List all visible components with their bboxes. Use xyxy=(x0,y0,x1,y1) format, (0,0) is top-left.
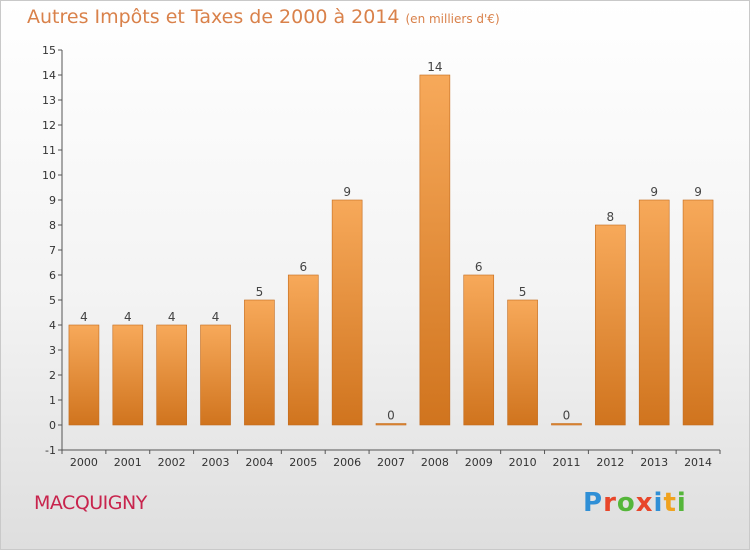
y-tick-label: 3 xyxy=(49,344,56,357)
y-tick-label: 1 xyxy=(49,394,56,407)
bar-2010[interactable] xyxy=(507,299,538,426)
logo-letter: t xyxy=(663,488,677,518)
y-tick-label: 13 xyxy=(42,94,56,107)
value-label-2004: 5 xyxy=(256,285,264,299)
y-tick-label: 15 xyxy=(42,44,56,57)
value-label-2006: 9 xyxy=(343,185,351,199)
x-tick-label: 2011 xyxy=(552,456,580,469)
x-tick-label: 2013 xyxy=(640,456,668,469)
logo-letter: x xyxy=(635,488,654,518)
value-label-2009: 6 xyxy=(475,260,483,274)
y-tick-label: 2 xyxy=(49,369,56,382)
x-tick-label: 2002 xyxy=(158,456,186,469)
bar-2008[interactable] xyxy=(419,74,451,426)
y-tick-label: 0 xyxy=(49,419,56,432)
y-tick-label: 9 xyxy=(49,194,56,207)
x-tick-label: 2014 xyxy=(684,456,712,469)
proxiti-logo[interactable]: Proxiti xyxy=(583,488,687,518)
bar-2009[interactable] xyxy=(463,274,495,426)
x-tick-label: 2009 xyxy=(465,456,493,469)
value-label-2002: 4 xyxy=(168,310,176,324)
place-name: MACQUIGNY xyxy=(34,492,147,514)
x-tick-label: 2006 xyxy=(333,456,361,469)
x-tick-label: 2001 xyxy=(114,456,142,469)
bar-2005[interactable] xyxy=(287,274,319,426)
value-label-2012: 8 xyxy=(607,210,615,224)
value-label-2007: 0 xyxy=(387,409,395,423)
bar-2006[interactable] xyxy=(331,199,363,426)
x-tick-label: 2010 xyxy=(509,456,537,469)
bar-2012[interactable] xyxy=(595,224,626,426)
logo-letter: i xyxy=(653,488,664,518)
bar-2011[interactable] xyxy=(551,423,582,426)
bar-2002[interactable] xyxy=(156,324,187,426)
x-tick-label: 2003 xyxy=(202,456,230,469)
bars xyxy=(68,74,714,426)
y-tick-label: 5 xyxy=(49,294,56,307)
value-label-2013: 9 xyxy=(650,185,658,199)
value-label-2011: 0 xyxy=(563,409,571,423)
value-label-2005: 6 xyxy=(299,260,307,274)
y-tick-label: 7 xyxy=(49,244,56,257)
x-tick-label: 2008 xyxy=(421,456,449,469)
x-tick-label: 2000 xyxy=(70,456,98,469)
bar-2004[interactable] xyxy=(244,299,275,426)
value-label-2008: 14 xyxy=(427,60,442,74)
chart-unit: (en milliers d'€) xyxy=(405,12,500,26)
bar-2007[interactable] xyxy=(375,423,407,426)
chart-title: Autres Impôts et Taxes de 2000 à 2014 (en… xyxy=(27,6,500,28)
bar-2001[interactable] xyxy=(112,324,144,426)
logo-letter: r xyxy=(603,488,617,518)
y-tick-label: 14 xyxy=(42,69,56,82)
bar-2013[interactable] xyxy=(638,199,670,426)
y-tick-label: 8 xyxy=(49,219,56,232)
value-label-2014: 9 xyxy=(694,185,702,199)
logo-letter: P xyxy=(583,488,604,518)
bar-2014[interactable] xyxy=(682,199,714,426)
y-tick-label: 6 xyxy=(49,269,56,282)
value-label-2010: 5 xyxy=(519,285,527,299)
x-tick-label: 2004 xyxy=(245,456,273,469)
value-label-2003: 4 xyxy=(212,310,220,324)
x-tick-label: 2012 xyxy=(596,456,624,469)
y-tick-label: 11 xyxy=(42,144,56,157)
value-label-2001: 4 xyxy=(124,310,132,324)
bar-2003[interactable] xyxy=(200,324,231,426)
chart-title-text: Autres Impôts et Taxes de 2000 à 2014 xyxy=(27,6,400,28)
bar-2000[interactable] xyxy=(68,324,100,426)
y-tick-label: 4 xyxy=(49,319,56,332)
y-tick-label: 10 xyxy=(42,169,56,182)
x-tick-label: 2005 xyxy=(289,456,317,469)
value-labels: 4 4 4 4 5 6 9 0 14 6 5 0 8 9 9 xyxy=(80,60,702,423)
value-label-2000: 4 xyxy=(80,310,88,324)
logo-letter: i xyxy=(676,488,687,518)
y-tick-label: 12 xyxy=(42,119,56,132)
x-tick-label: 2007 xyxy=(377,456,405,469)
logo-letter: o xyxy=(616,488,636,518)
y-tick-label: -1 xyxy=(45,444,56,457)
